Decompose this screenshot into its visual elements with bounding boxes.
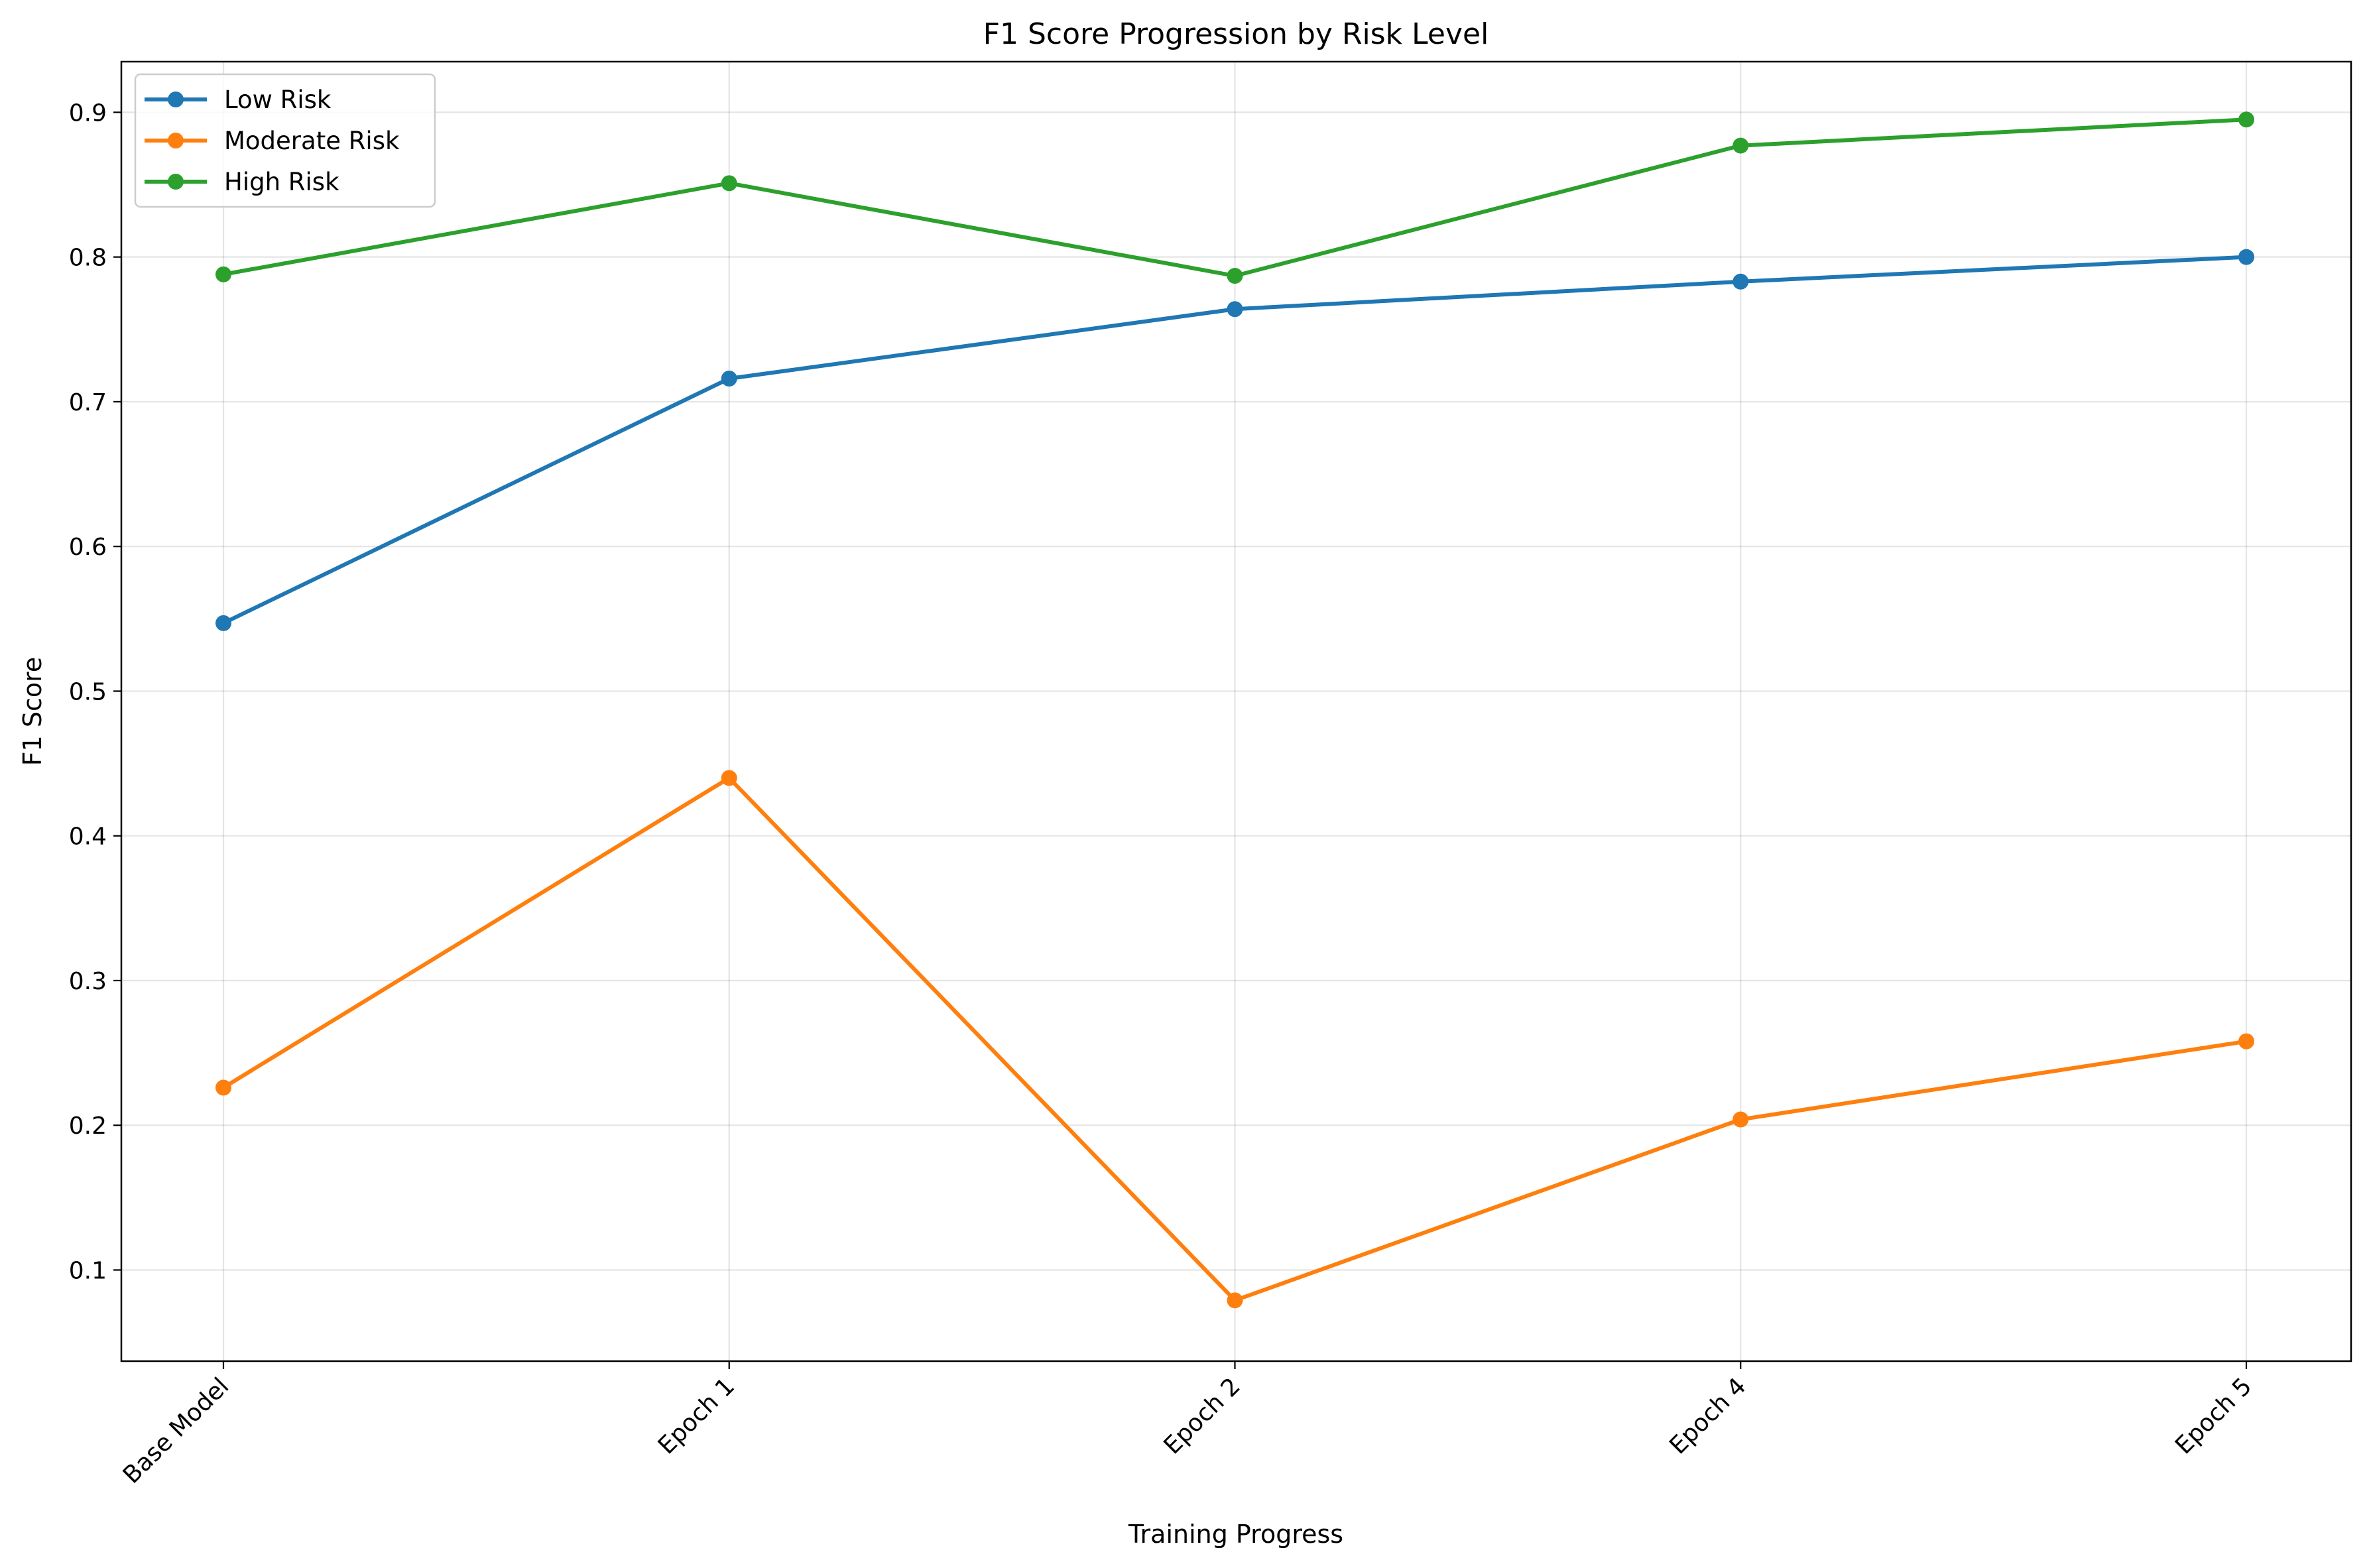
legend-item: Low Risk xyxy=(145,86,332,114)
data-point xyxy=(215,1079,231,1096)
y-tick-label: 0.9 xyxy=(69,99,107,127)
legend-label: High Risk xyxy=(224,168,339,196)
series-moderate-risk xyxy=(215,770,2254,1309)
data-point xyxy=(721,770,737,786)
legend-marker xyxy=(168,174,184,190)
legend-label: Moderate Risk xyxy=(224,127,400,155)
y-tick-label: 0.6 xyxy=(69,534,107,561)
y-tick-label: 0.8 xyxy=(69,245,107,272)
data-point xyxy=(1227,1292,1243,1309)
series-high-risk xyxy=(215,111,2254,284)
data-point xyxy=(2238,249,2254,265)
data-point xyxy=(1732,273,1749,290)
data-point xyxy=(2238,111,2254,128)
legend-marker xyxy=(168,91,184,107)
data-point xyxy=(2238,1033,2254,1050)
y-tick-label: 0.1 xyxy=(69,1257,107,1284)
legend: Low Risk Moderate Risk High Risk xyxy=(134,73,436,208)
y-tick-label: 0.7 xyxy=(69,389,107,416)
y-tick-label: 0.4 xyxy=(69,823,107,851)
data-point xyxy=(1227,268,1243,284)
y-axis-label: F1 Score xyxy=(18,657,47,766)
chart-title: F1 Score Progression by Risk Level xyxy=(983,17,1489,51)
data-point xyxy=(1732,137,1749,154)
legend-marker xyxy=(168,133,184,149)
data-point xyxy=(1732,1111,1749,1128)
data-point xyxy=(215,266,231,282)
x-axis-label: Training Progress xyxy=(1128,1520,1343,1549)
data-point xyxy=(215,615,231,631)
data-point xyxy=(721,370,737,387)
legend-label: Low Risk xyxy=(224,86,332,114)
legend-box xyxy=(134,73,436,208)
y-tick-label: 0.5 xyxy=(69,678,107,705)
series-low-risk xyxy=(215,249,2254,631)
y-axis-ticks: 0.1 0.2 0.3 0.4 0.5 0.6 0.7 0.8 0.9 xyxy=(69,99,121,1284)
y-tick-label: 0.2 xyxy=(69,1113,107,1140)
grid xyxy=(121,62,2351,1361)
legend-item: High Risk xyxy=(145,168,339,196)
series-layer xyxy=(215,111,2254,1309)
data-point xyxy=(1227,301,1243,318)
axes-frame xyxy=(120,60,2352,1362)
y-tick-label: 0.3 xyxy=(69,968,107,995)
data-point xyxy=(721,175,737,192)
legend-item: Moderate Risk xyxy=(145,127,400,155)
